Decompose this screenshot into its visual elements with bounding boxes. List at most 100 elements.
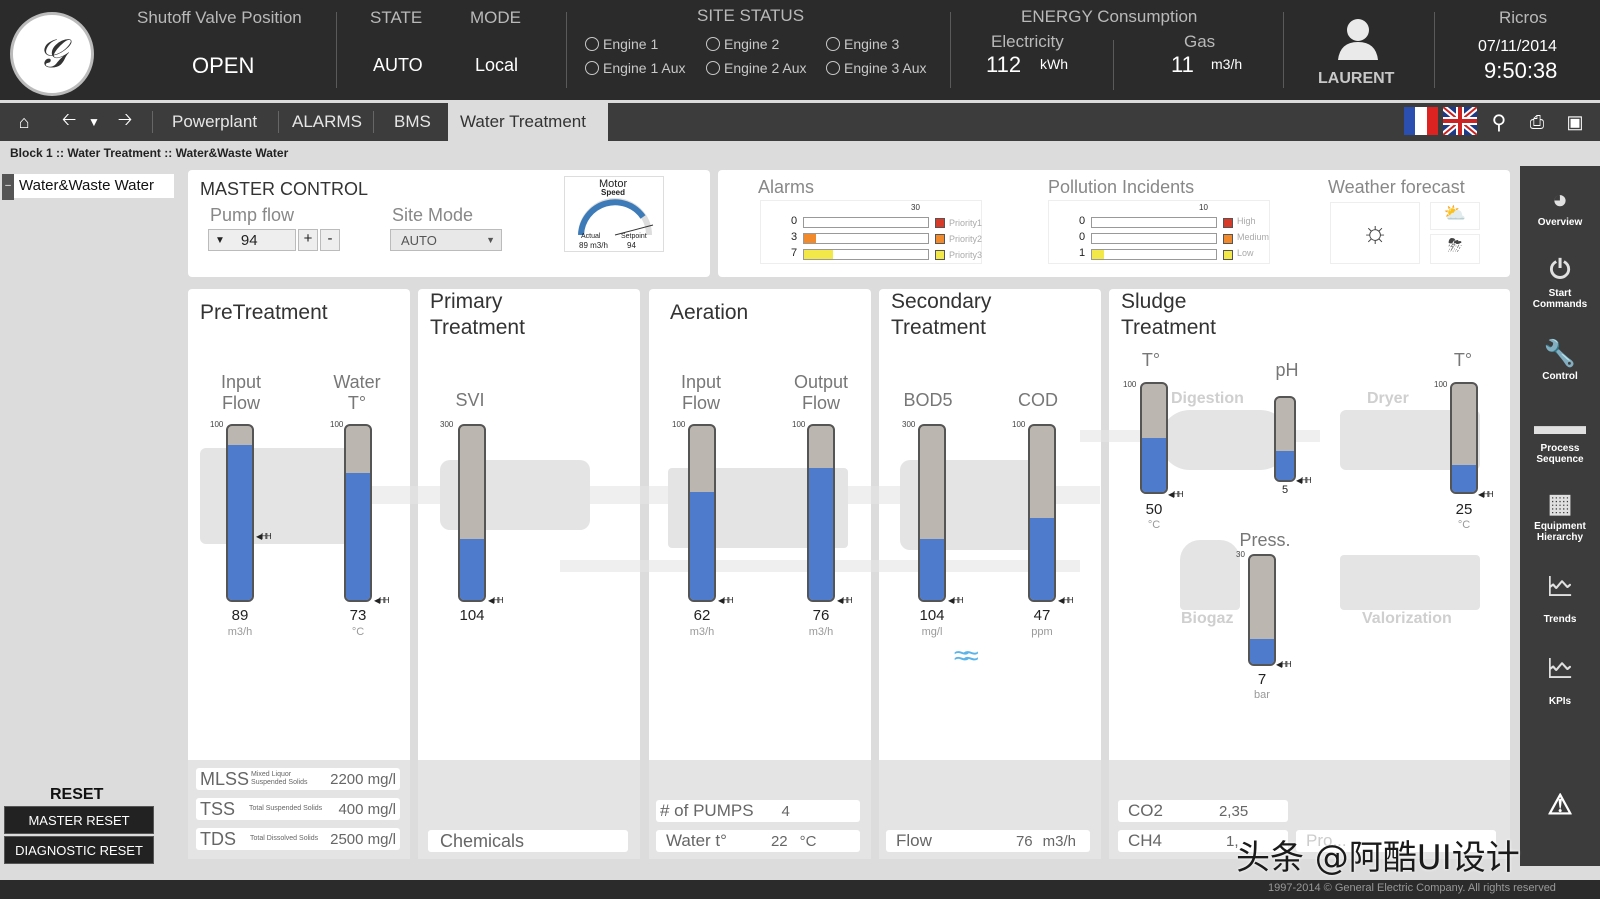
pollution-medium-label: Medium (1237, 232, 1270, 242)
tab-alarms[interactable]: ALARMS (292, 112, 362, 131)
pumps-label: # of PUMPS (660, 801, 754, 820)
state-value: AUTO (373, 55, 423, 75)
mlss-sub: Mixed Liquor Suspended Solids (251, 771, 308, 786)
master-reset-button[interactable]: MASTER RESET (4, 806, 154, 834)
gas-caption: Gas (1184, 32, 1216, 51)
dashboard-icon: ◕ (1552, 184, 1568, 214)
sidebar-item-start-commands[interactable]: ⏻ Start Commands (1520, 254, 1600, 310)
sidebar-item-trends[interactable]: 🗠 Trends (1520, 568, 1600, 625)
pump-flow-value[interactable]: 94 (240, 231, 258, 249)
pump-flow-stepper[interactable]: ▼ 94 (208, 229, 296, 251)
camera-icon[interactable]: ▣ (1566, 111, 1584, 132)
search-icon[interactable]: ⚲ (1491, 111, 1507, 134)
tds-sub: Total Dissolved Solids (250, 835, 319, 842)
history-dropdown-button[interactable]: ▼ (88, 115, 100, 129)
sidebar-item-overview[interactable]: ◕ Overview (1520, 184, 1600, 228)
time-label: 9:50:38 (1484, 58, 1558, 83)
weather-title: Weather forecast (1328, 177, 1465, 197)
sludge-t1-max: 100 (1123, 380, 1137, 389)
master-control-panel: MASTER CONTROL Pump flow ▼ 94 + - Site M… (188, 170, 710, 277)
press-value: 7 (1257, 671, 1267, 688)
alarm-p1-label: Priority1 (949, 218, 983, 228)
tree-item-water-waste[interactable]: Water&Waste Water (14, 174, 174, 198)
engine-1-radio[interactable]: Engine 1 (585, 36, 658, 52)
pumps-value: 4 (781, 802, 790, 820)
aer-input-flow-max: 100 (672, 420, 686, 429)
tree-collapse-button[interactable]: – (2, 174, 14, 200)
engine-1-aux-radio[interactable]: Engine 1 Aux (585, 60, 686, 76)
ph-value: 5 (1281, 484, 1289, 496)
sequence-icon: ▬▬ (1534, 410, 1586, 440)
engine-3-radio[interactable]: Engine 3 (826, 36, 899, 52)
ge-logo: 𝒢 (10, 12, 94, 96)
svi-marker: ◀HH (488, 596, 504, 605)
aer-input-flow-value: 62 (693, 607, 711, 624)
pre-water-t-gauge (344, 424, 372, 602)
home-button[interactable]: ⌂ (18, 111, 30, 132)
setpoint-label: Setpoint (621, 233, 647, 240)
sidebar-control-label: Control (1542, 371, 1578, 382)
copyright: 1997-2014 © General Electric Company. Al… (1268, 882, 1556, 894)
alarm-p1-count: 0 (791, 215, 798, 227)
sludge-t1-value: 50 (1145, 501, 1163, 518)
engine-2-radio[interactable]: Engine 2 (706, 36, 779, 52)
site-status-caption: SITE STATUS (697, 6, 805, 25)
sidebar-item-control[interactable]: 🔧 Control (1520, 338, 1600, 382)
pre-input-flow-value: 89 (231, 607, 249, 624)
cod-max: 100 (1012, 420, 1026, 429)
pre-water-t-unit: °C (351, 626, 365, 638)
engine-3-aux-radio[interactable]: Engine 3 Aux (826, 60, 927, 76)
back-button[interactable]: 🡠 (61, 109, 77, 129)
print-icon[interactable]: ⎙ (1529, 111, 1545, 132)
cod-label: COD (1018, 390, 1058, 410)
user-avatar-icon[interactable] (1336, 16, 1380, 60)
diagnostic-reset-button[interactable]: DIAGNOSTIC RESET (4, 836, 154, 864)
ph-label: pH (1275, 360, 1299, 380)
sun-icon[interactable]: ☼ (1330, 202, 1420, 264)
bod5-max: 300 (902, 420, 916, 429)
bod5-unit: mg/l (921, 626, 943, 638)
chevron-down-icon[interactable]: ▼ (215, 234, 225, 246)
warning-icon[interactable]: ⚠ (1547, 789, 1573, 820)
tds-value: 2500 mg/l (330, 830, 396, 848)
speed-label: Speed (601, 188, 626, 197)
primary-treatment-title: Primary Treatment (430, 290, 525, 339)
svi-max: 300 (440, 420, 454, 429)
aer-input-flow-label: Input Flow (680, 372, 722, 413)
tss-sub: Total Suspended Solids (249, 805, 323, 812)
site-mode-select[interactable]: AUTO ▼ (390, 229, 502, 251)
chemicals-button[interactable]: Chemicals (428, 830, 628, 852)
pre-input-flow-label: Input Flow (220, 372, 262, 413)
sidebar-item-equipment-hierarchy[interactable]: ▦ Equipment Hierarchy (1520, 488, 1600, 543)
setpoint-value: 94 (627, 241, 636, 250)
sidebar-item-process-sequence[interactable]: ▬▬ Process Sequence (1520, 410, 1600, 465)
forward-button[interactable]: 🡢 (117, 109, 133, 129)
ch4-label: CH4 (1128, 831, 1163, 850)
rain-icon[interactable]: ⛈ (1430, 234, 1480, 264)
aer-water-t-value: 22 (770, 832, 788, 850)
pump-flow-plus-button[interactable]: + (298, 229, 318, 251)
french-flag-icon[interactable] (1404, 107, 1438, 135)
sidebar-item-kpis[interactable]: 🗠 KPIs (1520, 650, 1600, 707)
alarm-p2-swatch (935, 234, 945, 244)
uk-flag-icon[interactable] (1441, 104, 1479, 138)
co2-label: CO2 (1128, 801, 1163, 820)
site-mode-label: Site Mode (392, 205, 474, 225)
sludge-treatment-title: Sludge Treatment (1121, 290, 1216, 339)
tab-powerplant[interactable]: Powerplant (172, 112, 258, 131)
partly-cloudy-icon[interactable]: ⛅ (1430, 202, 1480, 230)
pump-flow-minus-button[interactable]: - (320, 229, 340, 251)
tab-bms[interactable]: BMS (394, 112, 431, 131)
tab-water-treatment[interactable]: Water Treatment (448, 103, 608, 141)
mode-caption: MODE (470, 8, 521, 27)
aer-input-flow-gauge (688, 424, 716, 602)
sidebar-equipment-label: Equipment Hierarchy (1534, 521, 1586, 543)
press-max: 30 (1236, 550, 1245, 559)
engine-2-aux-radio[interactable]: Engine 2 Aux (706, 60, 807, 76)
sludge-t2-marker: ◀HH (1478, 490, 1494, 499)
flow-value: 76 (1015, 832, 1033, 850)
user-name[interactable]: LAURENT (1318, 70, 1395, 87)
pre-input-flow-unit: m3/h (227, 626, 253, 638)
alarm-p2-bar (803, 233, 929, 244)
alarm-p3-count: 7 (791, 247, 798, 259)
